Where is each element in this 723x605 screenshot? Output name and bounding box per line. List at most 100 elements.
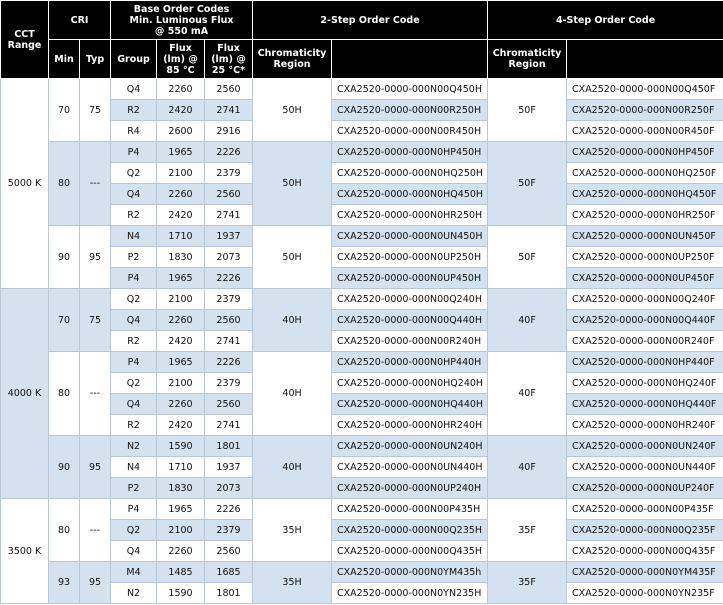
- code-4-step-cell: CXA2520-0000-000N0HQ450F: [566, 183, 723, 205]
- group-cell: N4: [110, 456, 158, 478]
- flux-25-cell: 2560: [204, 540, 254, 562]
- chromaticity-2-cell: 50H: [252, 225, 333, 289]
- cri-min-cell: 80: [48, 498, 80, 562]
- chromaticity-2-cell: 50H: [252, 141, 333, 226]
- code-2-step-cell: CXA2520-0000-000N00P435H: [331, 498, 489, 520]
- code-2-step-cell: CXA2520-0000-000N0UP250H: [331, 246, 489, 268]
- flux-25-cell: 2741: [204, 330, 254, 352]
- header-text: @ 550 mA: [154, 25, 209, 37]
- header-row: CCT Range CRI Base Order Codes Min. Lumino…: [0, 0, 723, 79]
- chromaticity-2-cell: 35H: [252, 561, 333, 604]
- code-4-step-cell: CXA2520-0000-000N0HP450F: [566, 141, 723, 163]
- group-cell: Q4: [110, 78, 158, 100]
- flux-25-cell: 2226: [204, 267, 254, 289]
- flux-85-cell: 1965: [156, 351, 206, 373]
- flux-25-cell: 2741: [204, 99, 254, 121]
- header-text: CCT: [14, 28, 35, 40]
- cri-typ-cell: 95: [78, 561, 112, 604]
- code-2-step-cell: CXA2520-0000-000N0UP240H: [331, 477, 489, 499]
- code-2-step-cell: CXA2520-0000-000N0YM435h: [331, 561, 489, 583]
- header-cell: Chromaticity Region: [487, 39, 568, 79]
- code-2-step-cell: CXA2520-0000-000N00R450H: [331, 120, 489, 142]
- code-2-step-cell: CXA2520-0000-000N00R250H: [331, 99, 489, 121]
- code-4-step-cell: CXA2520-0000-000N0YM435F: [566, 561, 723, 583]
- code-2-step-cell: CXA2520-0000-000N0HP450H: [331, 141, 489, 163]
- table-row: Q4 2260 2560 CXA2520-0000-000N0HQ440H CXA252…: [1, 393, 723, 415]
- group-cell: Q4: [110, 540, 158, 562]
- header-cell: Group: [110, 39, 158, 79]
- group-cell: Q2: [110, 372, 158, 394]
- header-text: (lm) @: [211, 53, 246, 65]
- header-cell: CRI: [47, 0, 112, 40]
- group-cell: N4: [110, 225, 158, 247]
- group-cell: R4: [110, 120, 158, 142]
- header-text: Chromaticity: [492, 48, 562, 59]
- cct-cell: 3500 K: [0, 498, 49, 604]
- table-row: R2 2420 2741 CXA2520-0000-000N0HR250H CXA252…: [1, 204, 723, 226]
- flux-25-cell: 1685: [204, 561, 254, 583]
- table-row: P2 1830 2073 CXA2520-0000-000N0UP250H CXA252…: [1, 246, 723, 268]
- code-2-step-cell: CXA2520-0000-000N0HQ250H: [331, 162, 489, 184]
- table-row: 90 95 N4 1710 1937 50H CXA2520-0000-000N0UN450…: [1, 225, 723, 289]
- flux-25-cell: 1937: [204, 225, 254, 247]
- cri-min-cell: 90: [48, 435, 80, 499]
- group-cell: Q4: [110, 393, 158, 415]
- group-cell: N2: [110, 582, 158, 604]
- group-cell: Q2: [110, 162, 158, 184]
- flux-85-cell: 2260: [156, 309, 206, 331]
- flux-85-cell: 2100: [156, 162, 206, 184]
- cri-min-cell: 80: [48, 141, 80, 226]
- table-row: Q4 2260 2560 CXA2520-0000-000N00Q435H CXA252…: [1, 540, 723, 562]
- chromaticity-4-cell: 50F: [487, 225, 568, 289]
- flux-25-cell: 2741: [204, 414, 254, 436]
- cri-typ-cell: ---: [78, 351, 112, 436]
- code-4-step-cell: CXA2520-0000-000N0HQ440F: [566, 393, 723, 415]
- flux-25-cell: 1801: [204, 435, 254, 457]
- header-text: Region: [273, 59, 311, 70]
- code-4-step-cell: CXA2520-0000-000N00R450F: [566, 120, 723, 142]
- chromaticity-4-cell: 40F: [487, 351, 568, 436]
- chromaticity-2-cell: 40H: [252, 435, 333, 499]
- chromaticity-4-cell: 40F: [487, 288, 568, 352]
- header-cell: 2-Step Order Code: [252, 0, 489, 40]
- flux-25-cell: 2226: [204, 351, 254, 373]
- group-cell: R2: [110, 330, 158, 352]
- flux-85-cell: 1965: [156, 141, 206, 163]
- cri-min-cell: 90: [48, 225, 80, 289]
- flux-25-cell: 2073: [204, 246, 254, 268]
- code-2-step-cell: CXA2520-0000-000N00Q440H: [331, 309, 489, 331]
- flux-85-cell: 1830: [156, 246, 206, 268]
- chromaticity-4-cell: 50F: [487, 78, 568, 142]
- header-cell: CCT Range: [0, 0, 49, 79]
- group-cell: R2: [110, 414, 158, 436]
- code-2-step-cell: CXA2520-0000-000N00R240H: [331, 330, 489, 352]
- header-text: Min. Luminous Flux: [129, 14, 234, 26]
- code-2-step-cell: CXA2520-0000-000N0HQ240H: [331, 372, 489, 394]
- flux-25-cell: 2741: [204, 204, 254, 226]
- flux-85-cell: 2100: [156, 372, 206, 394]
- code-4-step-cell: CXA2520-0000-000N0HQ250F: [566, 162, 723, 184]
- table-row: N2 1590 1801 CXA2520-0000-000N0YN235H CXA252…: [1, 582, 723, 604]
- cri-typ-cell: 75: [78, 288, 112, 352]
- table-row: 5000 K 70 75 Q4 2260 2560 50H CXA2520-0000-000N…: [0, 78, 723, 289]
- table-row: 3500 K 80 --- P4 1965 2226 35H CXA2520-0000-000…: [0, 498, 723, 604]
- header-cell: Typ: [78, 39, 112, 79]
- table-row: 4000 K 70 75 Q2 2100 2379 40H CXA2520-0000-000N…: [0, 288, 723, 499]
- code-4-step-cell: CXA2520-0000-000N00Q235F: [566, 519, 723, 541]
- code-2-step-cell: CXA2520-0000-000N0HR240H: [331, 414, 489, 436]
- group-cell: P4: [110, 498, 158, 520]
- code-4-step-cell: CXA2520-0000-000N0UN450F: [566, 225, 723, 247]
- table-row: 80 --- P4 1965 2226 50H CXA2520-0000-000N0HP45…: [1, 141, 723, 226]
- group-cell: P2: [110, 477, 158, 499]
- group-cell: Q2: [110, 288, 158, 310]
- code-2-step-cell: CXA2520-0000-000N0UN440H: [331, 456, 489, 478]
- flux-85-cell: 2420: [156, 204, 206, 226]
- cct-cell: 4000 K: [0, 288, 49, 499]
- table-body: 5000 K 70 75 Q4 2260 2560 50H CXA2520-0000-000N…: [0, 78, 723, 604]
- header-text: Flux: [217, 42, 240, 54]
- flux-25-cell: 2073: [204, 477, 254, 499]
- flux-25-cell: 2560: [204, 309, 254, 331]
- header-text: Region: [508, 59, 546, 70]
- flux-25-cell: 2379: [204, 519, 254, 541]
